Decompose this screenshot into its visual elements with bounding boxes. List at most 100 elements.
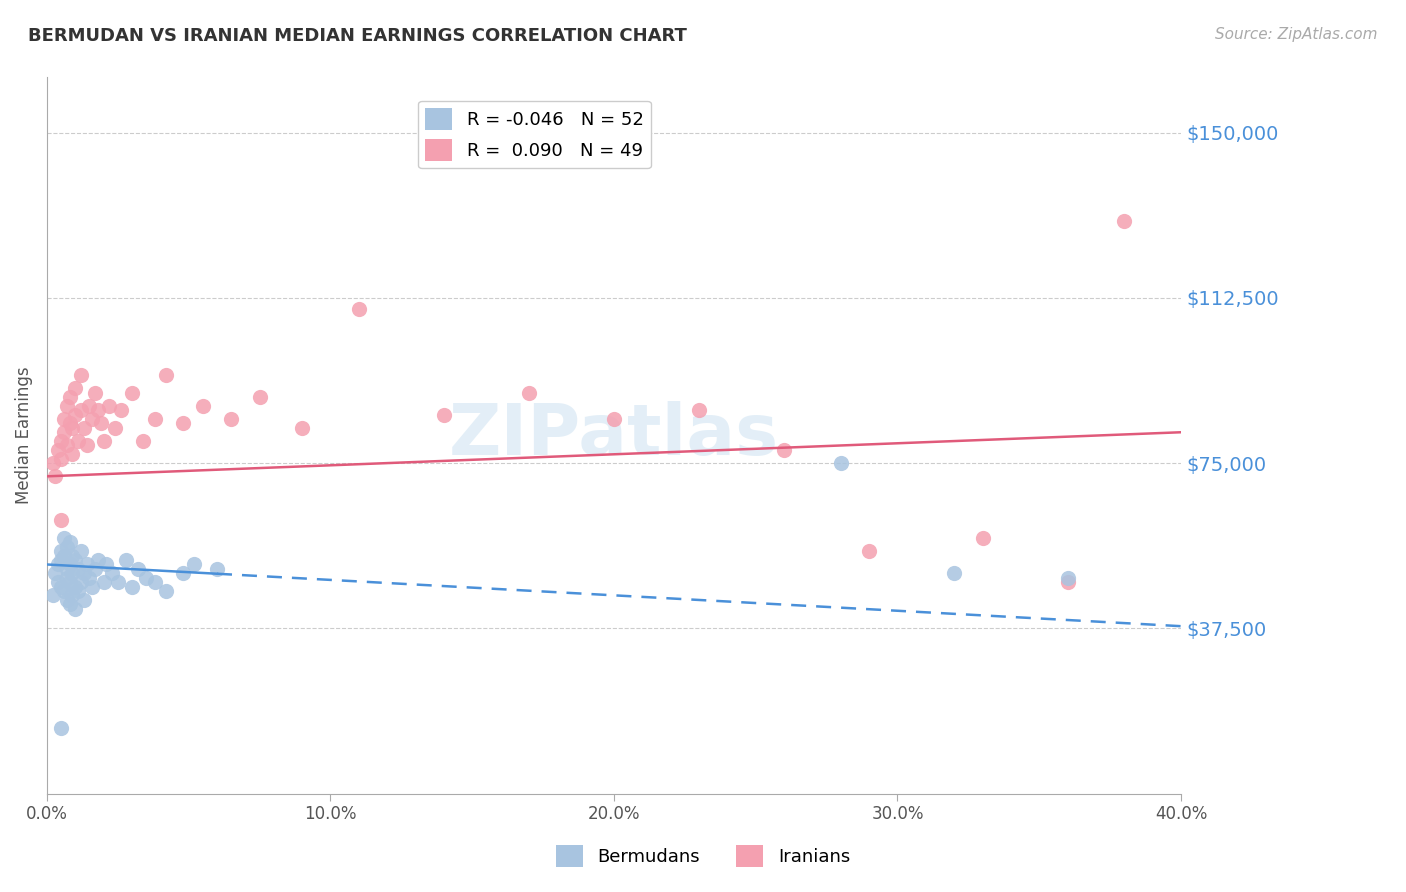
- Point: [49, 544, 72, 558]
- Point: [49, 580, 72, 594]
- Point: [52, 549, 75, 563]
- Point: [55, 562, 77, 576]
- Point: [67, 583, 90, 598]
- Point: [347, 301, 370, 316]
- Point: [93, 575, 115, 590]
- Point: [70, 403, 93, 417]
- Point: [65, 580, 87, 594]
- Point: [60, 421, 83, 435]
- Point: [205, 562, 228, 576]
- Point: [60, 447, 83, 461]
- Point: [603, 412, 626, 426]
- Point: [60, 566, 83, 581]
- Point: [49, 513, 72, 527]
- Point: [517, 385, 540, 400]
- Point: [121, 580, 143, 594]
- Point: [65, 381, 87, 395]
- Point: [58, 390, 80, 404]
- Point: [143, 412, 166, 426]
- Point: [172, 566, 194, 581]
- Point: [55, 540, 77, 554]
- Point: [773, 442, 796, 457]
- Point: [52, 412, 75, 426]
- Point: [98, 399, 121, 413]
- Point: [55, 571, 77, 585]
- Point: [84, 385, 107, 400]
- Point: [60, 549, 83, 563]
- Point: [87, 403, 110, 417]
- Point: [87, 553, 110, 567]
- Point: [49, 434, 72, 448]
- Legend: R = -0.046   N = 52, R =  0.090   N = 49: R = -0.046 N = 52, R = 0.090 N = 49: [418, 101, 651, 169]
- Text: Source: ZipAtlas.com: Source: ZipAtlas.com: [1215, 27, 1378, 42]
- Point: [55, 399, 77, 413]
- Point: [972, 531, 994, 545]
- Point: [55, 438, 77, 452]
- Point: [433, 408, 456, 422]
- Point: [65, 408, 87, 422]
- Point: [58, 575, 80, 590]
- Point: [70, 575, 93, 590]
- Point: [115, 553, 138, 567]
- Point: [60, 588, 83, 602]
- Point: [76, 438, 98, 452]
- Point: [1114, 213, 1136, 227]
- Point: [55, 592, 77, 607]
- Point: [96, 558, 118, 572]
- Point: [58, 417, 80, 431]
- Point: [90, 417, 112, 431]
- Point: [46, 575, 69, 590]
- Point: [155, 583, 177, 598]
- Point: [52, 531, 75, 545]
- Point: [107, 575, 129, 590]
- Point: [110, 403, 132, 417]
- Point: [67, 562, 90, 576]
- Point: [172, 417, 194, 431]
- Point: [73, 566, 96, 581]
- Point: [79, 399, 101, 413]
- Point: [41, 456, 63, 470]
- Point: [52, 583, 75, 598]
- Point: [65, 601, 87, 615]
- Point: [688, 403, 710, 417]
- Point: [291, 421, 314, 435]
- Point: [46, 558, 69, 572]
- Point: [58, 558, 80, 572]
- Point: [67, 434, 90, 448]
- Point: [52, 425, 75, 440]
- Point: [49, 721, 72, 735]
- Point: [70, 544, 93, 558]
- Point: [101, 566, 124, 581]
- Y-axis label: Median Earnings: Median Earnings: [15, 367, 32, 504]
- Point: [135, 571, 157, 585]
- Point: [943, 566, 966, 581]
- Point: [82, 580, 104, 594]
- Point: [76, 558, 98, 572]
- Point: [49, 553, 72, 567]
- Point: [121, 385, 143, 400]
- Point: [79, 571, 101, 585]
- Point: [41, 588, 63, 602]
- Point: [44, 566, 66, 581]
- Point: [1056, 575, 1078, 590]
- Point: [132, 434, 155, 448]
- Point: [830, 456, 852, 470]
- Point: [219, 412, 242, 426]
- Point: [58, 535, 80, 549]
- Point: [58, 597, 80, 611]
- Text: BERMUDAN VS IRANIAN MEDIAN EARNINGS CORRELATION CHART: BERMUDAN VS IRANIAN MEDIAN EARNINGS CORR…: [28, 27, 688, 45]
- Point: [155, 368, 177, 382]
- Point: [73, 592, 96, 607]
- Point: [127, 562, 149, 576]
- Point: [73, 421, 96, 435]
- Point: [93, 434, 115, 448]
- Point: [858, 544, 880, 558]
- Point: [70, 368, 93, 382]
- Point: [84, 562, 107, 576]
- Point: [46, 442, 69, 457]
- Point: [82, 412, 104, 426]
- Point: [44, 469, 66, 483]
- Point: [249, 390, 271, 404]
- Point: [65, 553, 87, 567]
- Point: [183, 558, 205, 572]
